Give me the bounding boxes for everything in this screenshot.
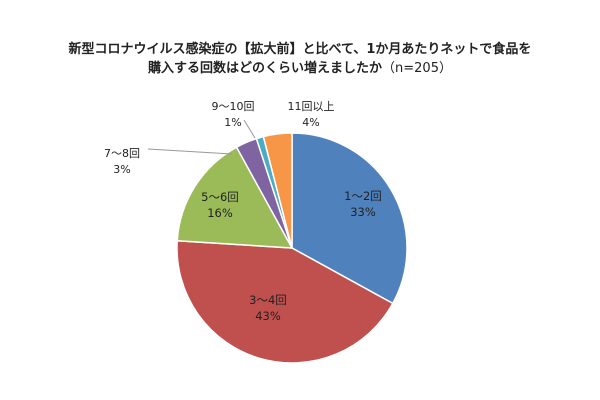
slice-label-3-4: 3〜4回 xyxy=(249,293,287,307)
slice-labels: 1〜2回 33% 3〜4回 43% 5〜6回 16% 7〜8回 3% 9〜10回 1% 11回以上 4… xyxy=(104,100,382,323)
chart-title: 新型コロナウイルス感染症の【拡大前】と比べて、1か月あたりネットで食品を 購入す… xyxy=(0,40,600,78)
sample-size-label: （n=205） xyxy=(382,61,452,76)
pie-slice-3-4 xyxy=(176,239,394,364)
leader-line-9-10 xyxy=(243,119,256,139)
slice-label-5-6: 5〜6回 xyxy=(201,190,239,204)
slice-percent-7-8: 3% xyxy=(113,163,130,176)
slice-label-7-8: 7〜8回 xyxy=(104,147,140,160)
slice-label-1-2: 1〜2回 xyxy=(344,189,382,203)
pie-slice-5-6 xyxy=(176,146,294,249)
pie-slices xyxy=(176,132,408,364)
pie-slice-11-plus xyxy=(262,132,293,249)
pie-slice-1-2 xyxy=(291,132,408,305)
chart-title-line1: 新型コロナウイルス感染症の【拡大前】と比べて、1か月あたりネットで食品を xyxy=(68,42,532,57)
slice-percent-1-2: 33% xyxy=(350,205,376,219)
slice-label-11-plus: 11回以上 xyxy=(288,100,335,113)
slice-percent-9-10: 1% xyxy=(224,116,241,129)
chart-title-line2-text: 購入する回数はどのくらい増えましたか xyxy=(148,61,383,76)
slice-percent-3-4: 43% xyxy=(255,309,281,323)
leader-lines xyxy=(147,119,256,155)
slice-percent-11-plus: 4% xyxy=(302,116,319,129)
chart-title-line2: 購入する回数はどのくらい増えましたか（n=205） xyxy=(0,59,600,78)
slice-label-9-10: 9〜10回 xyxy=(212,100,255,113)
leader-line-7-8 xyxy=(147,148,233,155)
slice-percent-5-6: 16% xyxy=(207,206,233,220)
